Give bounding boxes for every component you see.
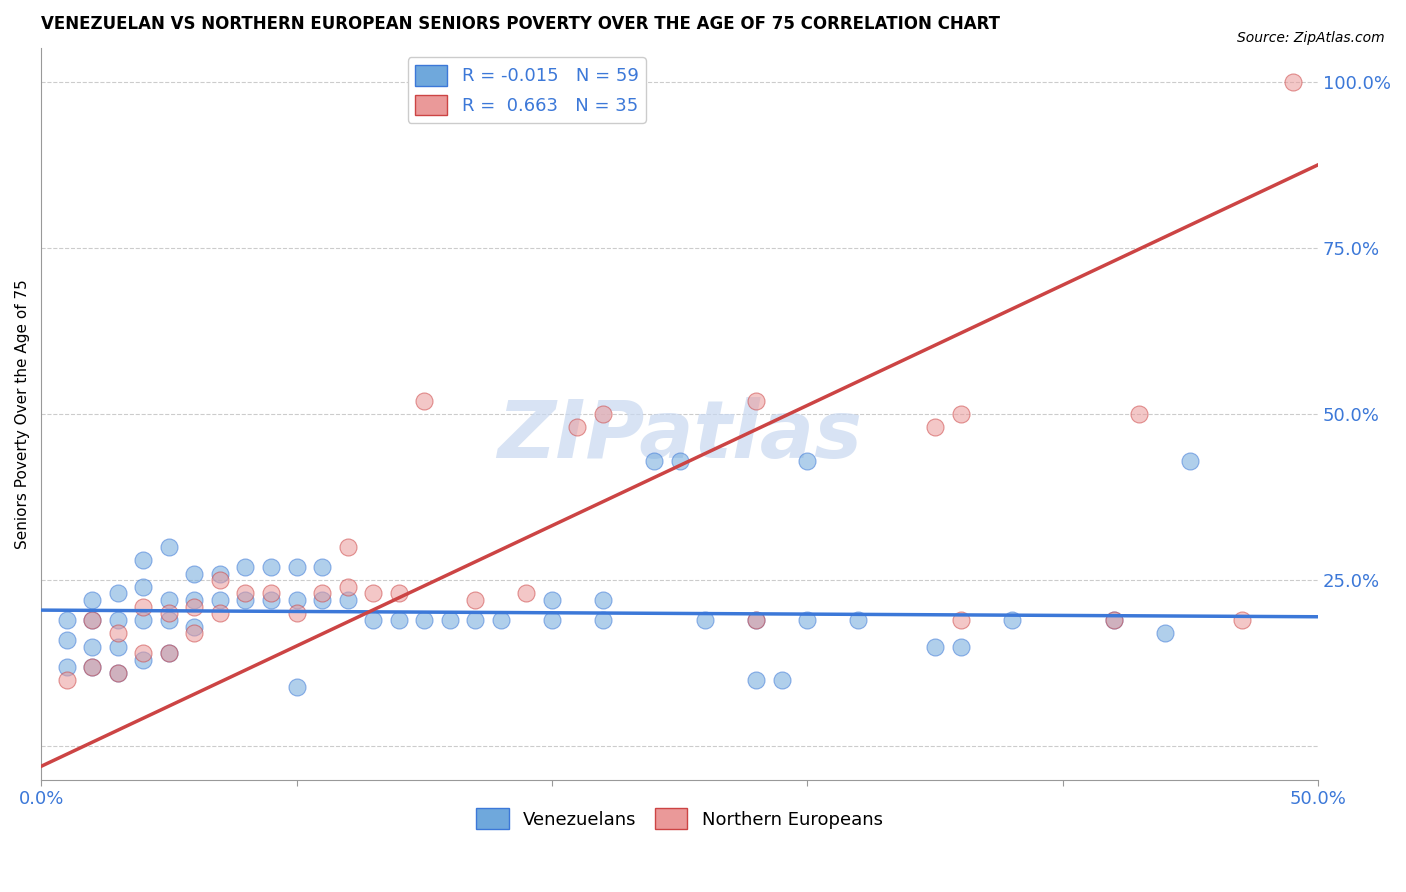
Point xyxy=(183,566,205,581)
Point xyxy=(796,453,818,467)
Point xyxy=(1281,75,1303,89)
Point xyxy=(1102,613,1125,627)
Point xyxy=(235,586,257,600)
Point xyxy=(1102,613,1125,627)
Point xyxy=(235,560,257,574)
Point xyxy=(132,653,155,667)
Point xyxy=(1001,613,1024,627)
Point xyxy=(464,613,486,627)
Text: Source: ZipAtlas.com: Source: ZipAtlas.com xyxy=(1237,31,1385,45)
Point xyxy=(311,586,333,600)
Point xyxy=(208,566,231,581)
Point xyxy=(183,620,205,634)
Legend: Venezuelans, Northern Europeans: Venezuelans, Northern Europeans xyxy=(470,801,890,837)
Point xyxy=(489,613,512,627)
Point xyxy=(949,407,972,421)
Point xyxy=(157,646,180,660)
Point xyxy=(132,646,155,660)
Point xyxy=(285,560,308,574)
Point xyxy=(388,613,411,627)
Point xyxy=(1128,407,1150,421)
Point xyxy=(515,586,537,600)
Point xyxy=(107,666,129,681)
Point xyxy=(592,613,614,627)
Point xyxy=(567,420,589,434)
Point xyxy=(413,393,436,408)
Point xyxy=(745,613,768,627)
Point xyxy=(107,626,129,640)
Point xyxy=(82,613,104,627)
Point xyxy=(82,613,104,627)
Point xyxy=(361,613,384,627)
Point xyxy=(235,593,257,607)
Point xyxy=(592,407,614,421)
Point xyxy=(592,593,614,607)
Point xyxy=(464,593,486,607)
Point xyxy=(132,613,155,627)
Point xyxy=(132,599,155,614)
Point xyxy=(157,646,180,660)
Text: VENEZUELAN VS NORTHERN EUROPEAN SENIORS POVERTY OVER THE AGE OF 75 CORRELATION C: VENEZUELAN VS NORTHERN EUROPEAN SENIORS … xyxy=(41,15,1000,33)
Point xyxy=(439,613,461,627)
Point xyxy=(949,613,972,627)
Point xyxy=(208,607,231,621)
Point xyxy=(107,666,129,681)
Point xyxy=(157,607,180,621)
Point xyxy=(107,586,129,600)
Point xyxy=(107,640,129,654)
Point xyxy=(796,613,818,627)
Point xyxy=(285,593,308,607)
Point xyxy=(541,613,564,627)
Point xyxy=(336,580,359,594)
Point xyxy=(1180,453,1202,467)
Point xyxy=(260,560,283,574)
Point xyxy=(336,593,359,607)
Point xyxy=(848,613,870,627)
Point xyxy=(361,586,384,600)
Point xyxy=(157,613,180,627)
Point xyxy=(208,573,231,587)
Point xyxy=(132,553,155,567)
Point xyxy=(55,613,77,627)
Y-axis label: Seniors Poverty Over the Age of 75: Seniors Poverty Over the Age of 75 xyxy=(15,279,30,549)
Point xyxy=(132,580,155,594)
Point xyxy=(183,599,205,614)
Point xyxy=(388,586,411,600)
Point xyxy=(55,633,77,648)
Point xyxy=(541,593,564,607)
Point xyxy=(1154,626,1177,640)
Point xyxy=(55,673,77,687)
Point xyxy=(285,680,308,694)
Point xyxy=(107,613,129,627)
Point xyxy=(745,393,768,408)
Point xyxy=(285,607,308,621)
Point xyxy=(924,420,946,434)
Point xyxy=(82,659,104,673)
Point xyxy=(311,593,333,607)
Point xyxy=(157,540,180,554)
Point xyxy=(949,640,972,654)
Point xyxy=(260,593,283,607)
Point xyxy=(311,560,333,574)
Point xyxy=(643,453,665,467)
Point xyxy=(695,613,717,627)
Point xyxy=(745,613,768,627)
Point xyxy=(336,540,359,554)
Point xyxy=(157,593,180,607)
Point xyxy=(183,626,205,640)
Point xyxy=(183,593,205,607)
Point xyxy=(413,613,436,627)
Point xyxy=(208,593,231,607)
Point xyxy=(924,640,946,654)
Point xyxy=(668,453,690,467)
Point xyxy=(260,586,283,600)
Point xyxy=(82,659,104,673)
Point xyxy=(1230,613,1253,627)
Text: ZIPatlas: ZIPatlas xyxy=(498,397,862,475)
Point xyxy=(770,673,793,687)
Point xyxy=(745,673,768,687)
Point xyxy=(55,659,77,673)
Point xyxy=(82,640,104,654)
Point xyxy=(82,593,104,607)
